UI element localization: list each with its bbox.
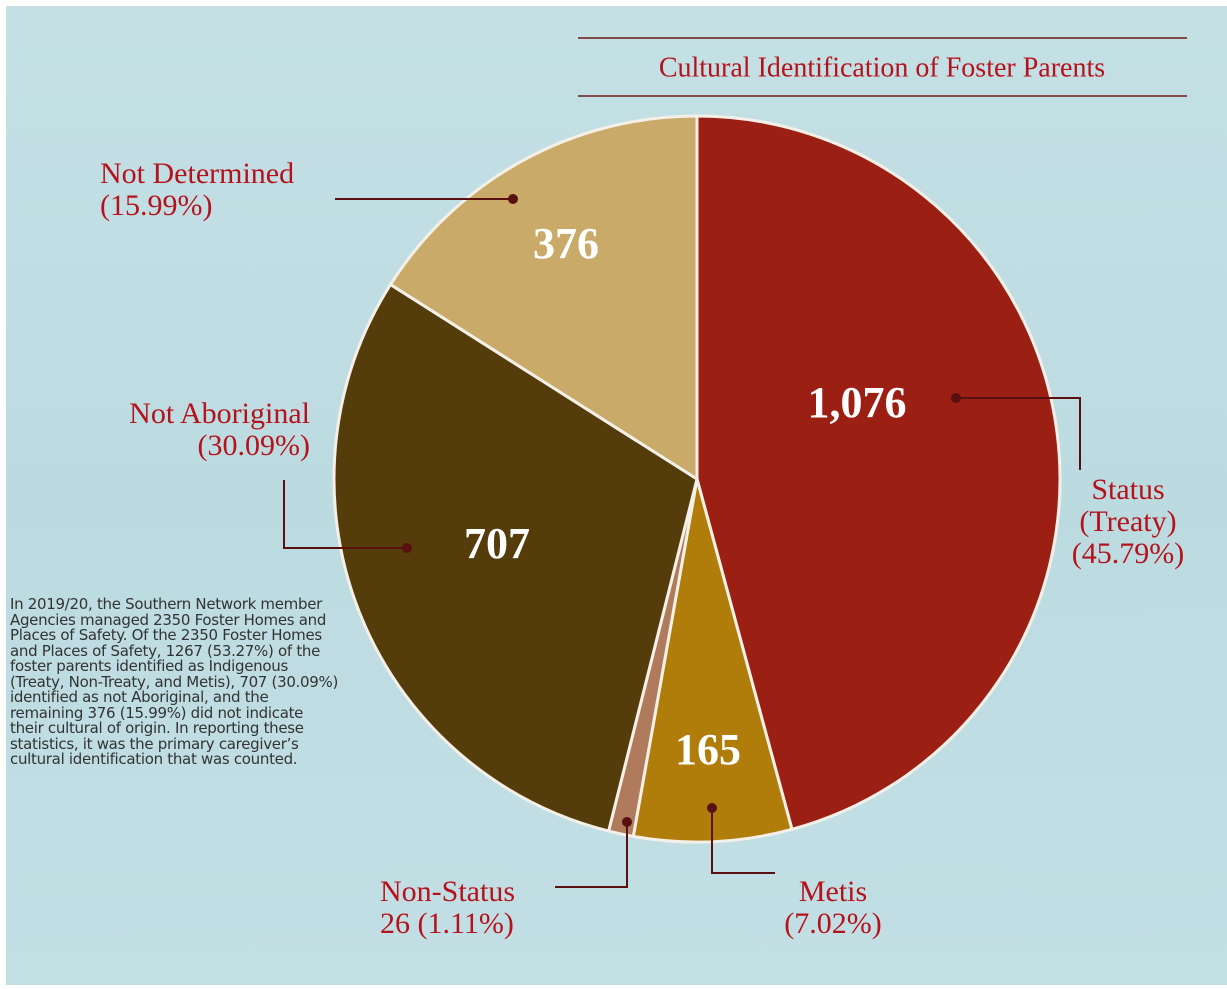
category-label: Status (Treaty) [1079, 473, 1177, 538]
percent-line: (15.99%) [100, 190, 360, 222]
category-label-group: Status (Treaty) (45.79%) [1068, 474, 1188, 570]
category-label: Non-Status [380, 875, 515, 908]
leader-dot [402, 543, 412, 553]
percent-label: (7.02%) [784, 907, 882, 940]
category-label-group: Not Determined (15.99%) [100, 158, 360, 222]
percent-line: 26 (1.11%) [380, 908, 555, 940]
value-label: 1,076 [808, 378, 907, 427]
percent-label: (45.79%) [1071, 537, 1185, 570]
leader-line [283, 480, 407, 549]
percent-label: (30.09%) [197, 429, 310, 462]
description: In 2019/20, the Southern Network member … [10, 595, 339, 768]
leader-dot [622, 817, 632, 827]
leader-dot [508, 194, 518, 204]
pie-slice [332, 282, 699, 833]
value-label: 26 [380, 907, 410, 940]
percent-line: (45.79%) [1068, 538, 1188, 570]
value-label: 376 [533, 219, 599, 268]
leader-line [956, 397, 1081, 470]
percent-line: (7.02%) [763, 908, 903, 940]
pie [332, 114, 1062, 844]
pie-slice [695, 114, 1062, 832]
leader-line [555, 822, 628, 888]
percent-line: (30.09%) [60, 430, 310, 462]
value-label: 165 [675, 725, 741, 774]
category-label: Metis [798, 875, 868, 908]
percent-label: (1.11%) [417, 907, 514, 940]
labels: 1,076 165 707 376 [283, 194, 1081, 888]
category-label-group: Metis (7.02%) [763, 876, 903, 940]
value-label: 707 [464, 519, 530, 568]
chart-title: Cultural Identification of Foster Parent… [659, 52, 1105, 83]
category-label: Not Determined [100, 157, 295, 190]
category-label: Not Aboriginal [129, 397, 310, 430]
leader-line [711, 808, 775, 874]
percent-label: (15.99%) [100, 189, 213, 222]
category-label-group: Not Aboriginal (30.09%) [60, 398, 310, 462]
leader-dot [951, 393, 961, 403]
pie-slice [388, 114, 699, 482]
leader-dot [707, 803, 717, 813]
pie-slice [631, 478, 794, 844]
category-label-group: Non-Status 26 (1.11%) [380, 876, 555, 940]
